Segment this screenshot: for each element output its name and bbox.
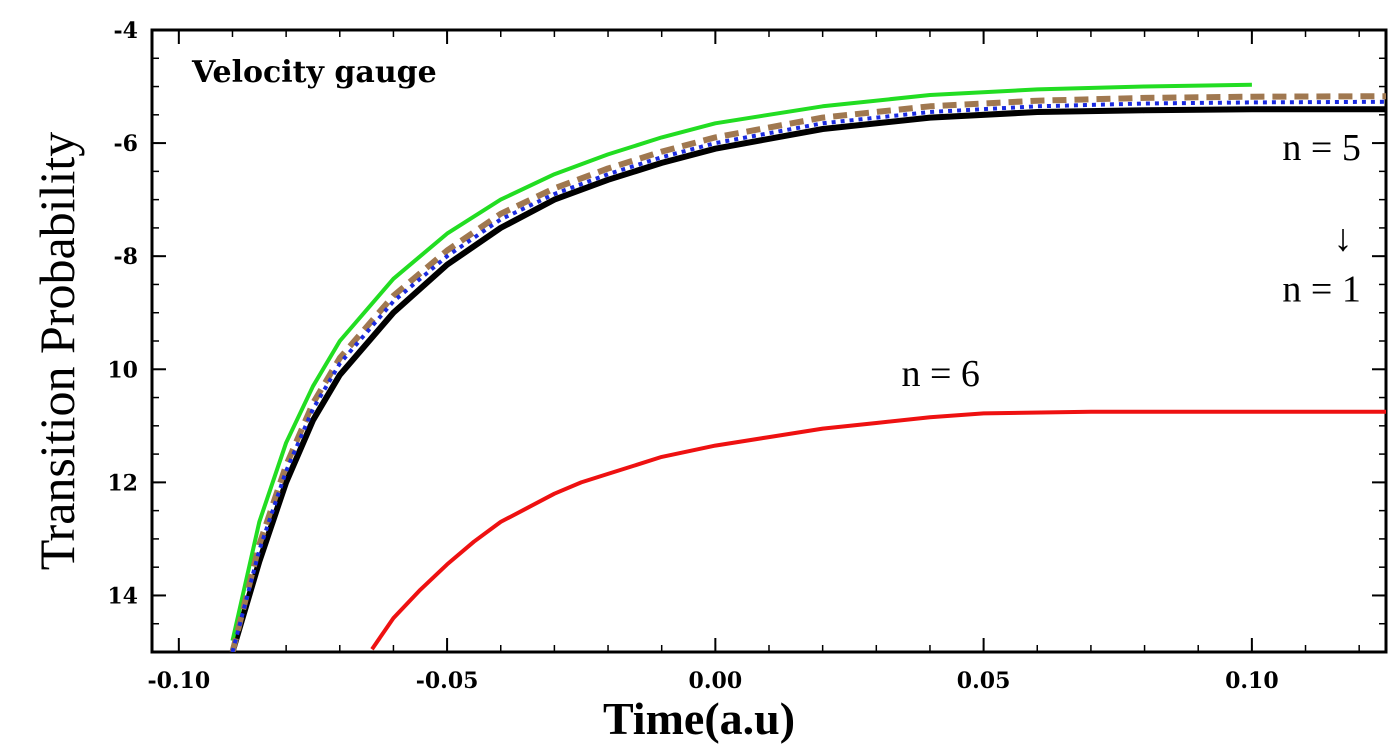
- annotations: n = 5 ↓ n = 1 n = 6: [901, 127, 1360, 395]
- y-axis-label: Transition Probability: [29, 132, 85, 570]
- x-axis-label: Time(a.u): [603, 693, 795, 744]
- series-line: [230, 99, 1386, 652]
- y-tick-label: 10: [107, 357, 138, 383]
- x-tick-label: 0.00: [689, 668, 743, 694]
- series-line: [230, 82, 1252, 642]
- annotation: ↓: [1334, 218, 1353, 260]
- y-tick-label: -8: [114, 244, 138, 270]
- annotation: n = 6: [901, 353, 979, 395]
- x-tick-label: -0.05: [416, 668, 479, 694]
- series-line: [229, 106, 1386, 652]
- y-tick-label: 14: [107, 583, 138, 609]
- x-tick-label: 0.05: [957, 668, 1011, 694]
- series-line: [370, 409, 1386, 651]
- annotation: n = 1: [1282, 268, 1360, 310]
- x-tick-label: 0.10: [1225, 668, 1279, 694]
- annotation: n = 5: [1282, 127, 1360, 169]
- axes: -0.10 -0.05 0.00 0.05 0.10 -4 -6 -8 10 12 14: [107, 18, 1388, 694]
- y-tick-label: -6: [114, 131, 138, 157]
- y-tick-label: -4: [114, 18, 138, 44]
- plot-frame: [150, 28, 1388, 654]
- x-tick-label: -0.10: [147, 668, 210, 694]
- series-line: [229, 93, 1386, 652]
- chart-title: Velocity gauge: [191, 55, 437, 90]
- series-group: [229, 82, 1386, 652]
- y-tick-label: 12: [107, 470, 138, 496]
